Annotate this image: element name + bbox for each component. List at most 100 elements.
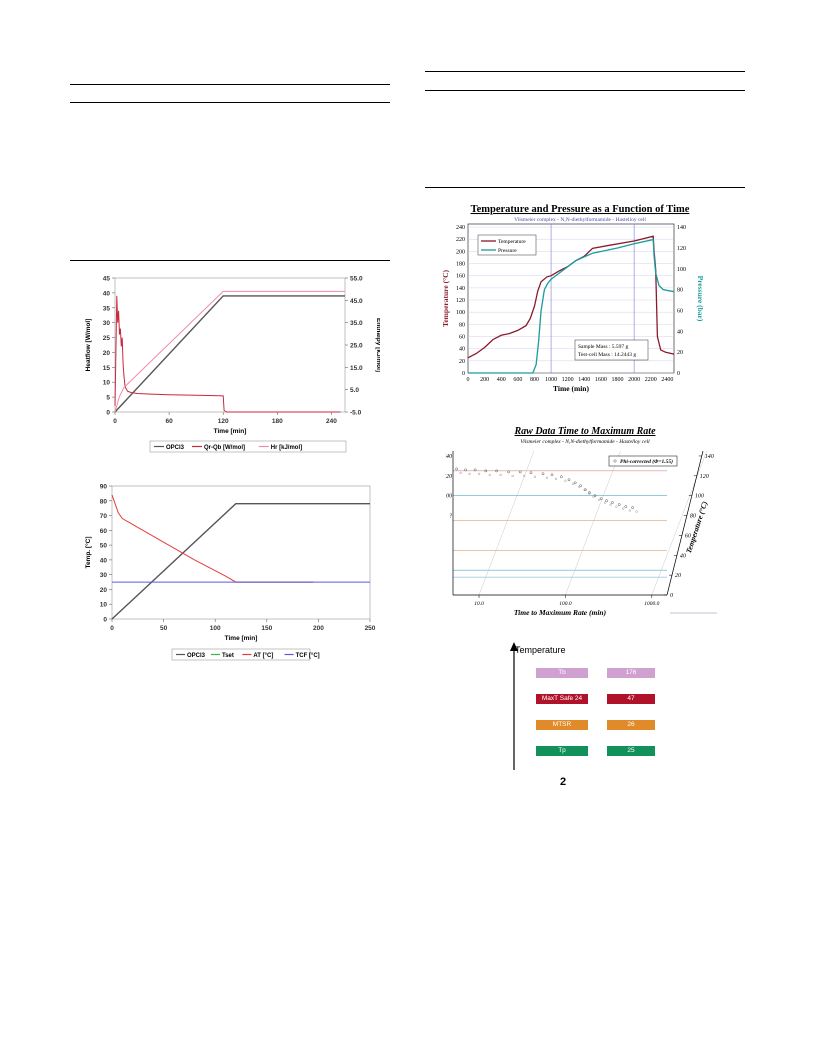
data-point xyxy=(495,469,498,473)
x-tick-label: 150 xyxy=(261,625,272,632)
data-point-echo xyxy=(499,473,502,476)
data-point-echo xyxy=(533,475,537,478)
y2-axis-label: Enthalpy [kJ/mol] xyxy=(375,318,380,372)
annotation-line: Test-cell Mass : 14.2443 g xyxy=(578,352,636,358)
data-point-echo xyxy=(477,472,481,475)
x-tick-label: 240 xyxy=(326,418,337,425)
y-tick-label: 60 xyxy=(459,335,465,341)
y-tick-label: 120 xyxy=(456,298,465,304)
x-tick-label: 1200 xyxy=(562,377,574,383)
left-bottom-rule xyxy=(70,260,390,261)
chart-subtitle: Vilsmeier complex - N,N-diethylformamide… xyxy=(520,438,650,445)
y-tick-label-right: 120 xyxy=(700,474,709,480)
y2-tick-label: 80 xyxy=(677,288,683,294)
scale-arrow xyxy=(510,642,518,770)
data-point-echo xyxy=(609,503,612,506)
y-tick-label: 70 xyxy=(100,513,108,520)
y-tick-label: 60 xyxy=(100,528,108,535)
x-tick-label: 0 xyxy=(113,418,117,425)
plot-area xyxy=(111,485,371,620)
y2-tick-label: 100 xyxy=(677,267,686,273)
scale-label-3: MTSR xyxy=(536,720,588,730)
y-tick-label: 45 xyxy=(103,276,111,283)
right-header-rule xyxy=(425,90,745,91)
y-tick-label: 80 xyxy=(459,322,465,328)
x-tick-label: 2400 xyxy=(661,377,673,383)
y-tick-label: 5 xyxy=(106,395,110,402)
data-point-echo xyxy=(511,474,514,477)
scale-label-1: Tb xyxy=(536,668,588,678)
y-tick-label: 25 xyxy=(103,335,111,342)
data-point-echo xyxy=(545,476,549,479)
y2-tick-label: 5.0 xyxy=(350,387,359,394)
y-tick-label-right: 100 xyxy=(695,494,704,500)
data-point-echo xyxy=(628,509,631,512)
y2-tick-label: 15.0 xyxy=(350,365,363,372)
y-tick-label-left: 140 xyxy=(445,453,452,460)
y-tick-label: 0 xyxy=(462,371,465,377)
y-tick-label-right: 0 xyxy=(670,593,673,599)
data-point-echo xyxy=(583,488,586,491)
data-point xyxy=(541,472,545,476)
x-axis-label: Time to Maximum Rate (min) xyxy=(514,608,607,617)
y2-tick-label: -5.0 xyxy=(350,410,362,417)
legend-label: AT [°C] xyxy=(253,653,273,659)
y-tick-label: 20 xyxy=(103,350,111,357)
data-point xyxy=(611,501,614,504)
y-axis-label: Temp. [°C] xyxy=(84,536,92,568)
grid-diag xyxy=(651,450,707,596)
y-tick-label: 160 xyxy=(456,274,465,280)
x-tick-label: 0 xyxy=(467,377,470,383)
x-tick-label: 250 xyxy=(365,625,376,632)
y-tick-label: 100 xyxy=(456,310,465,316)
page-number: 2 xyxy=(560,776,567,788)
data-point xyxy=(588,491,591,495)
y-tick-label: 240 xyxy=(456,225,465,231)
legend: Temperature Pressure xyxy=(477,234,537,256)
y2-tick-label: 55.0 xyxy=(350,276,363,283)
y-axis-label: Heatflow [W/mol] xyxy=(85,319,92,372)
x-axis-label: Time (min) xyxy=(553,384,589,393)
legend-box xyxy=(171,648,311,661)
chart-title: Raw Data Time to Maximum Rate xyxy=(513,426,656,437)
legend: OPCl3 Tset AT [°C] TCF [°C] xyxy=(171,648,320,661)
y-axis-label: Temperature (°C) xyxy=(684,500,709,555)
x-tick-label: 400 xyxy=(497,377,506,383)
y-tick-label-right: 80 xyxy=(690,514,696,520)
legend-label: Tset xyxy=(222,653,234,659)
data-point-echo xyxy=(588,492,591,495)
x-tick-label: 1400 xyxy=(578,377,590,383)
data-point-echo xyxy=(468,472,471,475)
series-line-3 xyxy=(114,290,345,413)
series-line-2 xyxy=(468,238,675,374)
data-point xyxy=(579,484,582,488)
series-line-1 xyxy=(111,503,370,620)
data-point xyxy=(573,481,577,485)
y2-axis-label: Pressure (bar) xyxy=(696,276,705,322)
x-axis-label: Time [min] xyxy=(225,635,258,642)
y-tick-label: 15 xyxy=(103,365,111,372)
x-tick-label: 1000.0 xyxy=(644,601,659,607)
scale-heading: Temperature xyxy=(515,645,566,655)
y2-tick-label: 60 xyxy=(677,308,683,314)
y-tick-label: 30 xyxy=(100,572,108,579)
y2-tick-label: 45.0 xyxy=(350,298,363,305)
data-point-echo xyxy=(604,501,607,504)
y-tick-label: 10 xyxy=(103,380,111,387)
y-tick-label: 10 xyxy=(100,602,108,609)
temperature-scale: Temperature Tb 176 MaxT Safe 24 47 MTSR 26 Tp 2… xyxy=(500,640,680,772)
data-point xyxy=(473,468,477,472)
y2-tick-label: 40 xyxy=(677,329,683,335)
chart-title: Temperature and Pressure as a Function o… xyxy=(471,204,690,215)
temperature-pressure-chart: Temperature and Pressure as a Function o… xyxy=(441,204,705,393)
y-tick-label: 200 xyxy=(456,249,465,255)
grid-diag xyxy=(478,450,535,596)
right-top-rule xyxy=(425,71,745,72)
x-tick-label: 1000 xyxy=(545,377,557,383)
x-tick-label: 600 xyxy=(513,377,522,383)
data-point xyxy=(567,478,571,482)
legend-label: OPCl3 xyxy=(187,653,206,659)
data-point xyxy=(599,497,603,501)
y-tick-label-left: ? xyxy=(449,514,452,520)
data-point xyxy=(631,506,634,509)
